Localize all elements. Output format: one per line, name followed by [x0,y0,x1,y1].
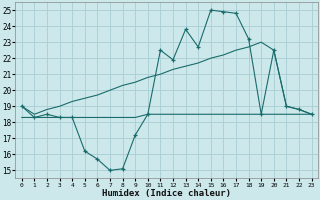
X-axis label: Humidex (Indice chaleur): Humidex (Indice chaleur) [102,189,231,198]
